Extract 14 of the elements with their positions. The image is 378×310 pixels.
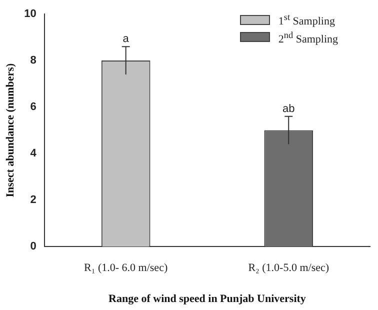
annotation: a — [122, 33, 130, 46]
x-axis-title: Range of wind speed in Punjab University — [108, 293, 306, 306]
y-tick-label: 4 — [30, 148, 38, 160]
y-tick-label: 8 — [30, 54, 36, 67]
y-tick-label: 2 — [30, 194, 36, 206]
x-tick-label: R₂ (1.0-5.0 m/sec) — [248, 262, 330, 274]
legend-label: 2$^{nd}$ Sampling — [278, 30, 338, 46]
y-tick-label: 10 — [24, 8, 36, 20]
annotation: ab — [282, 102, 295, 115]
x-tick-label: R₁ (1.0- 6.0 m/sec) — [84, 262, 168, 274]
y-axis-title: Insect abundance (numbers) — [4, 63, 16, 198]
y-tick-label: 0 — [30, 240, 36, 253]
y-tick-label: 6 — [30, 101, 36, 114]
legend-label: 1$^{st}$ Sampling — [278, 12, 335, 28]
